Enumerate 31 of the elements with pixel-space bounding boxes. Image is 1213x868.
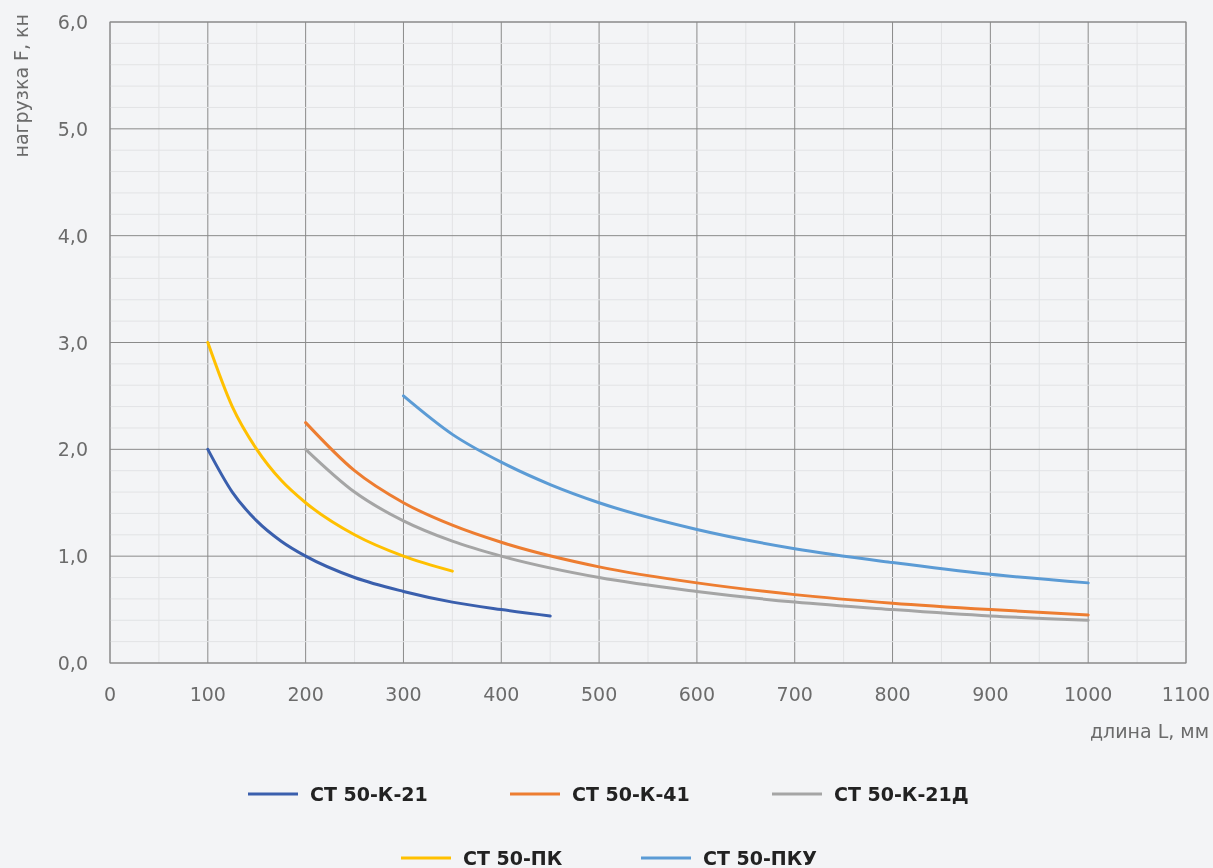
y-tick-label: 0,0 [57,652,88,674]
line-series [206,341,454,573]
x-tick-label: 200 [287,683,324,705]
x-tick-label: 500 [580,683,618,705]
x-tick-label: 1100 [1161,683,1211,705]
line-series [304,421,1090,617]
y-tick-label: 5,0 [57,117,88,140]
x-axis-title: длина L, мм [1089,720,1209,742]
x-tick-label: 0 [103,683,117,705]
y-axis-title: нагрузка F, кн [10,14,32,158]
y-tick-label: 4,0 [57,224,88,247]
x-tick-label: 600 [678,683,716,705]
legend-label: СТ 50-К-21Д [834,783,969,805]
legend-label: СТ 50-ПК [463,847,563,868]
x-tick-label: 300 [385,683,422,705]
line-series [304,447,1090,622]
x-tick-label: 100 [189,683,226,705]
x-tick-label: 700 [776,683,813,705]
x-tick-label: 1000 [1064,683,1113,705]
line-series [401,394,1090,585]
x-tick-label: 800 [874,683,911,705]
legend-label: СТ 50-К-41 [572,783,690,805]
legend-label: СТ 50-ПКУ [703,847,818,868]
x-tick-label: 400 [483,683,520,705]
y-tick-label: 3,0 [57,331,88,354]
x-tick-label: 900 [972,683,1009,705]
line-series [206,447,552,618]
y-tick-label: 2,0 [57,438,88,461]
legend-label: СТ 50-К-21 [310,783,428,805]
y-tick-label: 1,0 [57,545,88,568]
y-tick-label: 6,0 [57,11,88,33]
